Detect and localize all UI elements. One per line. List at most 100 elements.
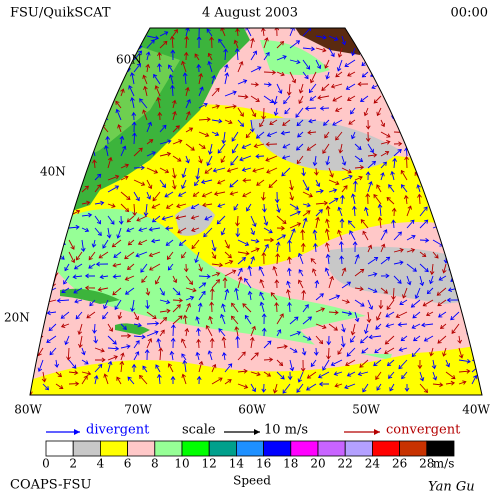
wind-vector: [298, 83, 304, 94]
wind-vector: [139, 374, 148, 385]
wind-vector: [387, 83, 395, 90]
wind-vector: [42, 263, 48, 273]
wind-vector: [455, 251, 460, 261]
wind-vector: [375, 323, 382, 330]
wind-vector: [55, 112, 65, 121]
wind-vector: [249, 336, 255, 349]
wind-vector: [30, 129, 41, 135]
wind-vector: [402, 287, 408, 299]
wind-vector: [289, 203, 299, 210]
wind-vector: [81, 212, 93, 218]
wind-vector: [445, 359, 451, 368]
wind-vector: [37, 359, 44, 372]
wind-vector: [181, 167, 187, 179]
wind-vector: [126, 215, 135, 223]
wind-vector: [471, 59, 476, 68]
wind-vector: [170, 84, 175, 97]
wind-vector: [120, 163, 130, 169]
wind-vector: [334, 107, 343, 112]
wind-vector: [287, 371, 293, 381]
wind-vector: [250, 227, 255, 236]
wind-vector: [276, 225, 286, 231]
wind-vector: [324, 131, 330, 139]
wind-vector: [161, 215, 174, 221]
wind-vector: [229, 191, 239, 196]
wind-vector: [61, 47, 70, 58]
wind-vector: [224, 64, 229, 73]
wind-vector: [237, 276, 243, 289]
wind-vector: [380, 119, 386, 128]
wind-vector: [47, 59, 57, 70]
wind-vector: [148, 226, 161, 232]
wind-vector: [112, 274, 122, 279]
wind-vector: [48, 323, 57, 332]
wind-vector: [276, 313, 284, 325]
header-center: 4 August 2003: [202, 6, 298, 21]
wind-vector: [198, 143, 206, 149]
wind-vector: [263, 227, 273, 234]
wind-vector: [172, 139, 183, 145]
wind-vector: [371, 59, 382, 68]
wind-vector: [367, 152, 378, 158]
wind-vector: [310, 258, 317, 265]
wind-vector: [387, 47, 395, 55]
wind-vector: [252, 167, 265, 173]
wind-vector: [346, 371, 356, 377]
wind-vector: [417, 359, 423, 370]
wind-vector: [380, 229, 388, 241]
wind-vector: [182, 359, 188, 373]
wind-vector: [94, 96, 101, 109]
wind-vector: [325, 242, 330, 253]
wind-vector: [201, 191, 213, 198]
wind-vector: [263, 95, 274, 103]
wind-vector: [33, 299, 44, 306]
wind-vector: [289, 228, 296, 241]
wind-vector: [211, 74, 216, 85]
wind-vector: [192, 191, 200, 197]
wind-vector: [211, 271, 221, 277]
wind-vector: [159, 31, 169, 37]
wind-vector: [237, 79, 248, 85]
colorbar-cell: [426, 440, 455, 457]
wind-vector: [280, 130, 291, 136]
wind-vector: [432, 211, 440, 217]
wind-vector: [30, 287, 33, 297]
wind-vector: [419, 95, 425, 106]
wind-vector: [463, 311, 473, 317]
wind-vector: [145, 51, 151, 61]
wind-vector: [250, 238, 260, 244]
wind-vector: [393, 148, 402, 157]
wind-vector: [58, 35, 70, 42]
wind-vector: [55, 383, 64, 390]
wind-vector: [119, 135, 125, 145]
wind-vector: [81, 71, 92, 78]
wind-vector: [411, 323, 421, 329]
wind-vector: [106, 227, 112, 239]
wind-vector: [414, 83, 421, 95]
wind-vector: [413, 335, 421, 342]
wind-vector: [357, 371, 369, 377]
wind-vector: [241, 167, 252, 172]
wind-vector: [172, 155, 182, 162]
wind-vector: [430, 119, 436, 133]
wind-vector: [30, 192, 33, 205]
wind-vector: [276, 371, 285, 380]
wind-vector: [130, 97, 135, 109]
wind-vector: [315, 47, 327, 53]
wind-vector: [435, 47, 447, 55]
wind-vector: [306, 143, 317, 151]
wind-vector: [158, 347, 164, 361]
wind-vector: [97, 287, 109, 292]
wind-vector: [196, 338, 201, 349]
wind-vector: [318, 381, 330, 387]
wind-vector: [217, 143, 226, 154]
lon-label: 80W: [14, 403, 42, 417]
wind-vector: [250, 371, 261, 377]
wind-vector: [312, 229, 318, 241]
wind-vector: [419, 275, 425, 287]
wind-vector: [324, 59, 330, 69]
colorbar-unit: m/s: [433, 457, 455, 471]
wind-vector: [171, 324, 176, 337]
wind-vector: [55, 194, 62, 205]
wind-vector: [317, 95, 330, 100]
